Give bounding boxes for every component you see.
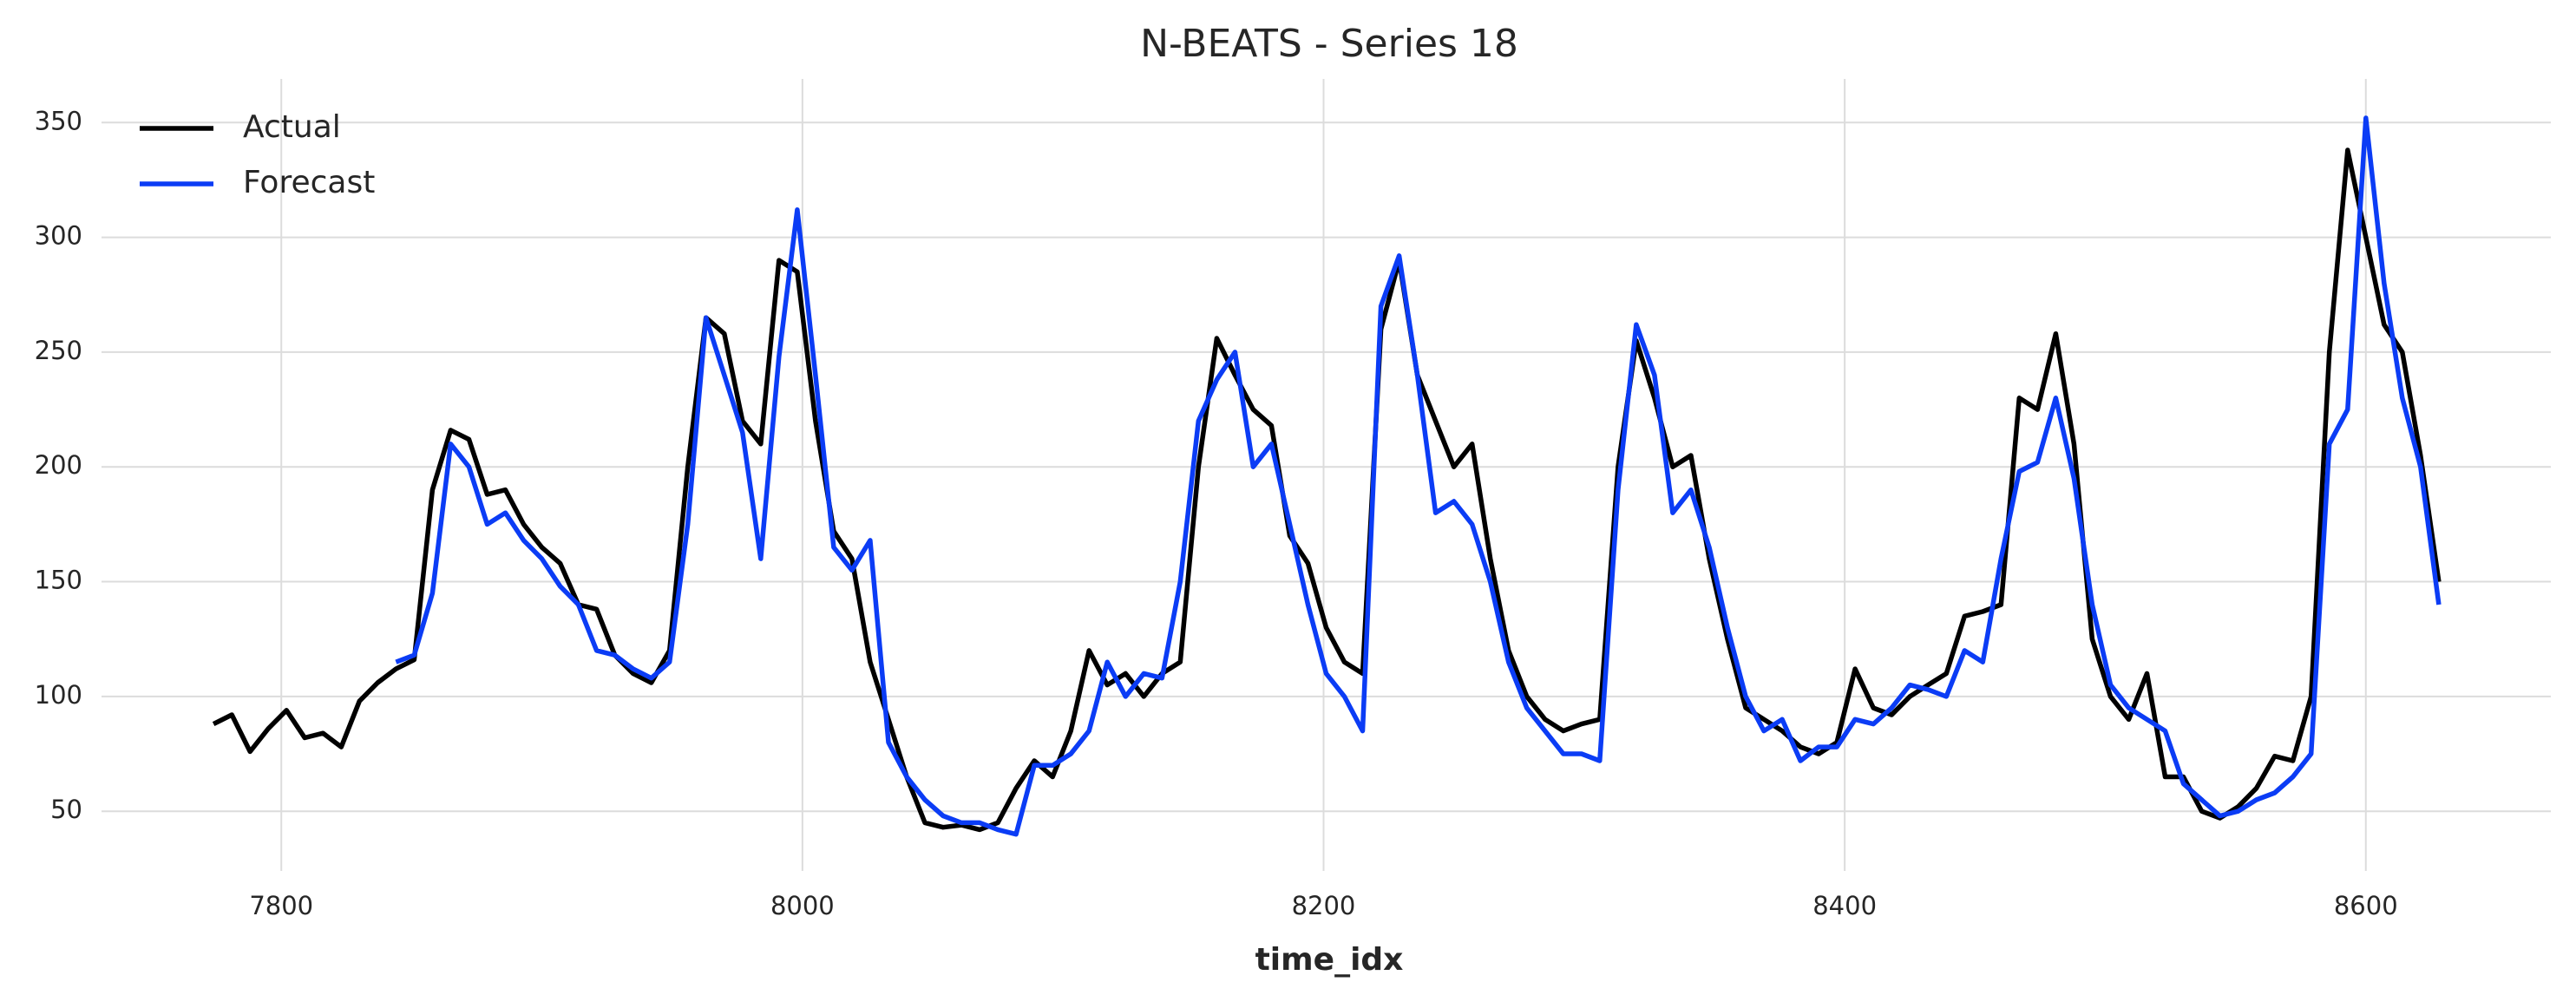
legend-label: Forecast bbox=[243, 165, 375, 200]
y-tick-label: 300 bbox=[35, 221, 82, 251]
y-tick-label: 350 bbox=[35, 106, 82, 135]
x-tick-label: 8000 bbox=[770, 891, 835, 920]
x-axis-label: time_idx bbox=[1255, 942, 1404, 978]
legend-label: Actual bbox=[243, 109, 341, 145]
series-line bbox=[212, 147, 2442, 833]
y-tick-label: 200 bbox=[35, 450, 82, 480]
x-tick-label: 8200 bbox=[1292, 891, 1356, 920]
x-tick-label: 8600 bbox=[2334, 891, 2398, 920]
y-tick-label: 250 bbox=[35, 336, 82, 365]
chart-title: N-BEATS - Series 18 bbox=[1140, 22, 1518, 66]
x-tick-label: 7800 bbox=[249, 891, 313, 920]
x-tick-label: 8400 bbox=[1812, 891, 1877, 920]
y-tick-label: 100 bbox=[35, 680, 82, 710]
y-tick-label: 50 bbox=[50, 795, 82, 824]
y-tick-label: 150 bbox=[35, 566, 82, 595]
series-line bbox=[395, 115, 2442, 837]
